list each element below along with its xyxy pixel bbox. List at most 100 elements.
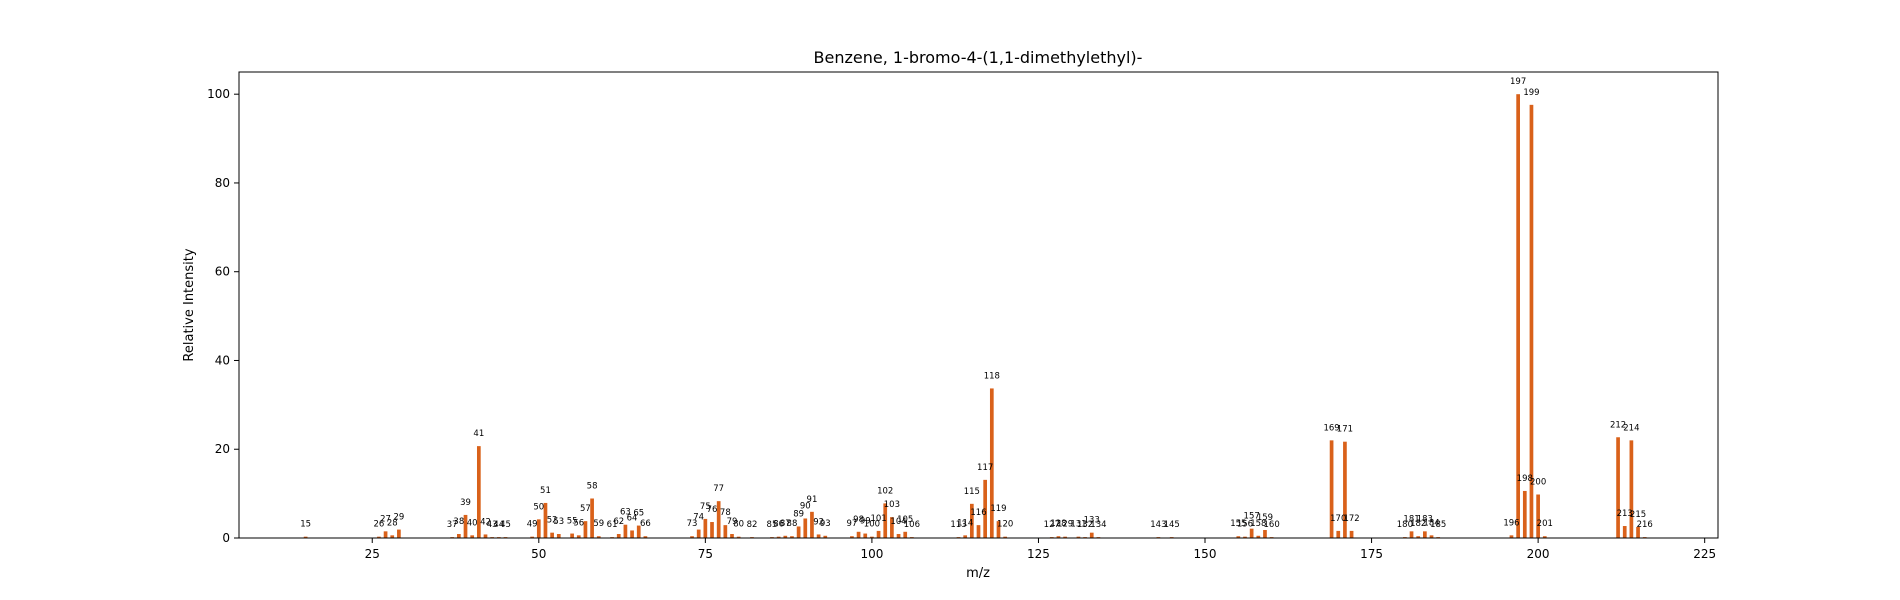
peak-label-51: 51 [540, 486, 551, 496]
peak-bar-201 [1542, 536, 1547, 538]
x-tick-label: 50 [531, 547, 546, 561]
x-tick-label: 225 [1693, 547, 1716, 561]
peak-bar-157 [1249, 528, 1254, 538]
peak-label-92: 92 [813, 517, 824, 527]
peak-label-64: 64 [627, 513, 638, 523]
peak-label-170: 170 [1330, 514, 1346, 524]
peak-bar-200 [1536, 494, 1540, 538]
peak-label-184: 184 [1423, 518, 1439, 528]
peak-bar-159 [1263, 530, 1267, 538]
peak-bar-42 [483, 534, 488, 538]
peak-label-87: 87 [780, 519, 791, 529]
peak-label-90: 90 [800, 501, 811, 511]
peak-bar-213 [1622, 526, 1627, 538]
peak-label-131: 131 [1070, 520, 1086, 530]
peak-bar-100 [870, 536, 874, 538]
peak-label-133: 133 [1084, 516, 1100, 526]
peak-bar-131 [1076, 536, 1081, 538]
peak-label-159: 159 [1257, 513, 1273, 523]
peak-bar-183 [1423, 531, 1427, 538]
peak-label-57: 57 [580, 504, 591, 514]
peak-label-104: 104 [890, 517, 906, 527]
y-axis-label: Relative Intensity [182, 248, 197, 361]
peak-label-59: 59 [593, 519, 604, 529]
peak-label-45: 45 [500, 520, 511, 530]
peak-label-98: 98 [853, 515, 864, 525]
peak-label-99: 99 [860, 517, 871, 527]
peak-bar-58 [590, 498, 594, 538]
peak-bar-102 [883, 503, 888, 538]
peak-label-198: 198 [1517, 474, 1533, 484]
peak-label-38: 38 [453, 517, 464, 527]
peak-label-86: 86 [773, 520, 784, 530]
peak-label-160: 160 [1264, 520, 1280, 530]
peak-bar-64 [630, 530, 634, 538]
peak-label-53: 53 [553, 517, 564, 527]
peak-bar-155 [1236, 536, 1241, 538]
x-tick-label: 125 [1027, 547, 1050, 561]
peak-label-58: 58 [587, 482, 598, 492]
x-axis-ticks: 25 50 75 100 125 150 175 200 225 [365, 538, 1716, 561]
y-tick-label: 40 [215, 353, 230, 367]
peak-bar-51 [543, 502, 548, 538]
peak-bar-39 [463, 514, 468, 538]
peak-bar-198 [1522, 490, 1527, 538]
y-axis-ticks: 0 20 40 60 80 100 [207, 87, 239, 545]
peak-bar-129 [1063, 536, 1067, 538]
peak-label-75: 75 [700, 502, 711, 512]
peak-label-113: 113 [950, 520, 966, 530]
peak-bar-15 [303, 536, 308, 538]
peak-label-200: 200 [1530, 478, 1546, 488]
peak-label-103: 103 [884, 500, 900, 510]
peak-label-127: 127 [1044, 520, 1060, 530]
plot-frame [238, 71, 1719, 539]
peak-label-183: 183 [1417, 514, 1433, 524]
peak-bar-78 [723, 525, 728, 538]
peak-label-49: 49 [527, 520, 538, 530]
peak-label-44: 44 [493, 520, 504, 530]
peak-label-61: 61 [607, 520, 618, 530]
peak-bar-104 [896, 534, 901, 538]
peak-bar-197 [1516, 94, 1520, 538]
peak-bar-75 [703, 518, 708, 538]
peak-label-105: 105 [897, 515, 913, 525]
peak-bar-115 [969, 503, 974, 538]
peak-bar-86 [776, 536, 781, 538]
peak-bar-93 [823, 535, 828, 538]
y-tick-label: 0 [222, 531, 230, 545]
peak-label-156: 156 [1237, 520, 1253, 530]
peak-bar-90 [803, 518, 808, 538]
peak-label-52: 52 [547, 516, 558, 526]
peak-bar-199 [1529, 104, 1534, 538]
peak-label-74: 74 [693, 513, 704, 523]
peak-label-56: 56 [573, 518, 584, 528]
peak-bar-184 [1429, 535, 1434, 538]
peak-bar-65 [636, 525, 641, 538]
peak-bar-76 [710, 522, 714, 538]
peak-label-180: 180 [1397, 520, 1413, 530]
peak-bar-26 [377, 536, 381, 538]
peak-bar-158 [1256, 535, 1261, 538]
peak-bar-133 [1089, 532, 1094, 538]
peak-label-73: 73 [687, 519, 698, 529]
peak-bar-181 [1409, 531, 1414, 538]
peak-bar-66 [643, 536, 648, 538]
peak-label-89: 89 [793, 509, 804, 519]
peak-bar-119 [996, 521, 1001, 538]
peak-bar-114 [963, 535, 968, 538]
peak-label-116: 116 [970, 508, 986, 518]
peak-bar-105 [903, 531, 908, 538]
peak-bar-116 [976, 525, 981, 538]
peak-bar-169 [1329, 440, 1334, 538]
peak-label-55: 55 [567, 517, 578, 527]
peak-bar-29 [397, 529, 401, 538]
peak-label-15: 15 [300, 520, 311, 530]
peak-bar-196 [1509, 535, 1514, 538]
peak-label-169: 169 [1323, 423, 1339, 433]
peak-bar-215 [1636, 526, 1640, 538]
peak-bar-182 [1416, 536, 1421, 538]
y-tick-label: 80 [215, 176, 230, 190]
peak-label-26: 26 [373, 520, 384, 530]
peak-bar-172 [1349, 530, 1354, 538]
peak-label-82: 82 [747, 520, 758, 530]
